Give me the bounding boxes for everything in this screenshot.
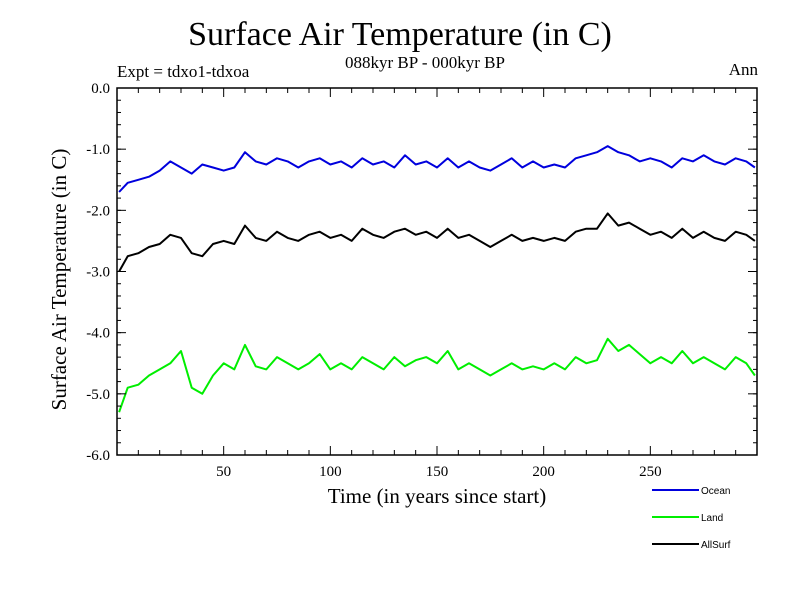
axis-ticks [117,87,757,456]
legend: Ocean Land AllSurf [652,486,731,551]
y-tick-label: -1.0 [86,142,110,158]
y-tick-label: -3.0 [86,265,110,281]
x-axis-label: Time (in years since start) [328,484,547,508]
series-line-allsurf [118,212,756,272]
legend-label-allsurf: AllSurf [701,540,731,551]
y-axis-label: Surface Air Temperature (in C) [47,149,71,411]
x-tick-label: 250 [639,464,662,480]
experiment-label: Expt = tdxo1-tdxoa [117,62,250,81]
y-tick-label: -4.0 [86,326,110,342]
legend-label-ocean: Ocean [701,486,730,497]
chart-title: Surface Air Temperature (in C) [188,16,612,53]
chart-subtitle: 088kyr BP - 000kyr BP [345,53,505,72]
x-tick-label: 100 [319,464,342,480]
y-tick-label: -6.0 [86,448,110,464]
series-line-land [118,337,756,413]
y-tick-label: -5.0 [86,387,110,403]
season-label: Ann [728,60,758,79]
series-lines [118,145,756,413]
x-tick-label: 200 [532,464,555,480]
y-tick-label: -2.0 [86,203,110,219]
x-tick-label: 150 [426,464,449,480]
y-tick-label: 0.0 [91,81,110,97]
series-line-ocean [118,145,756,193]
plot-frame [116,87,758,456]
x-tick-label: 50 [216,464,231,480]
legend-label-land: Land [701,513,723,524]
tick-labels: 50 100 150 200 250 0.0 -1.0 -2.0 -3.0 -4.0 -5.0 -6.… [86,81,661,480]
